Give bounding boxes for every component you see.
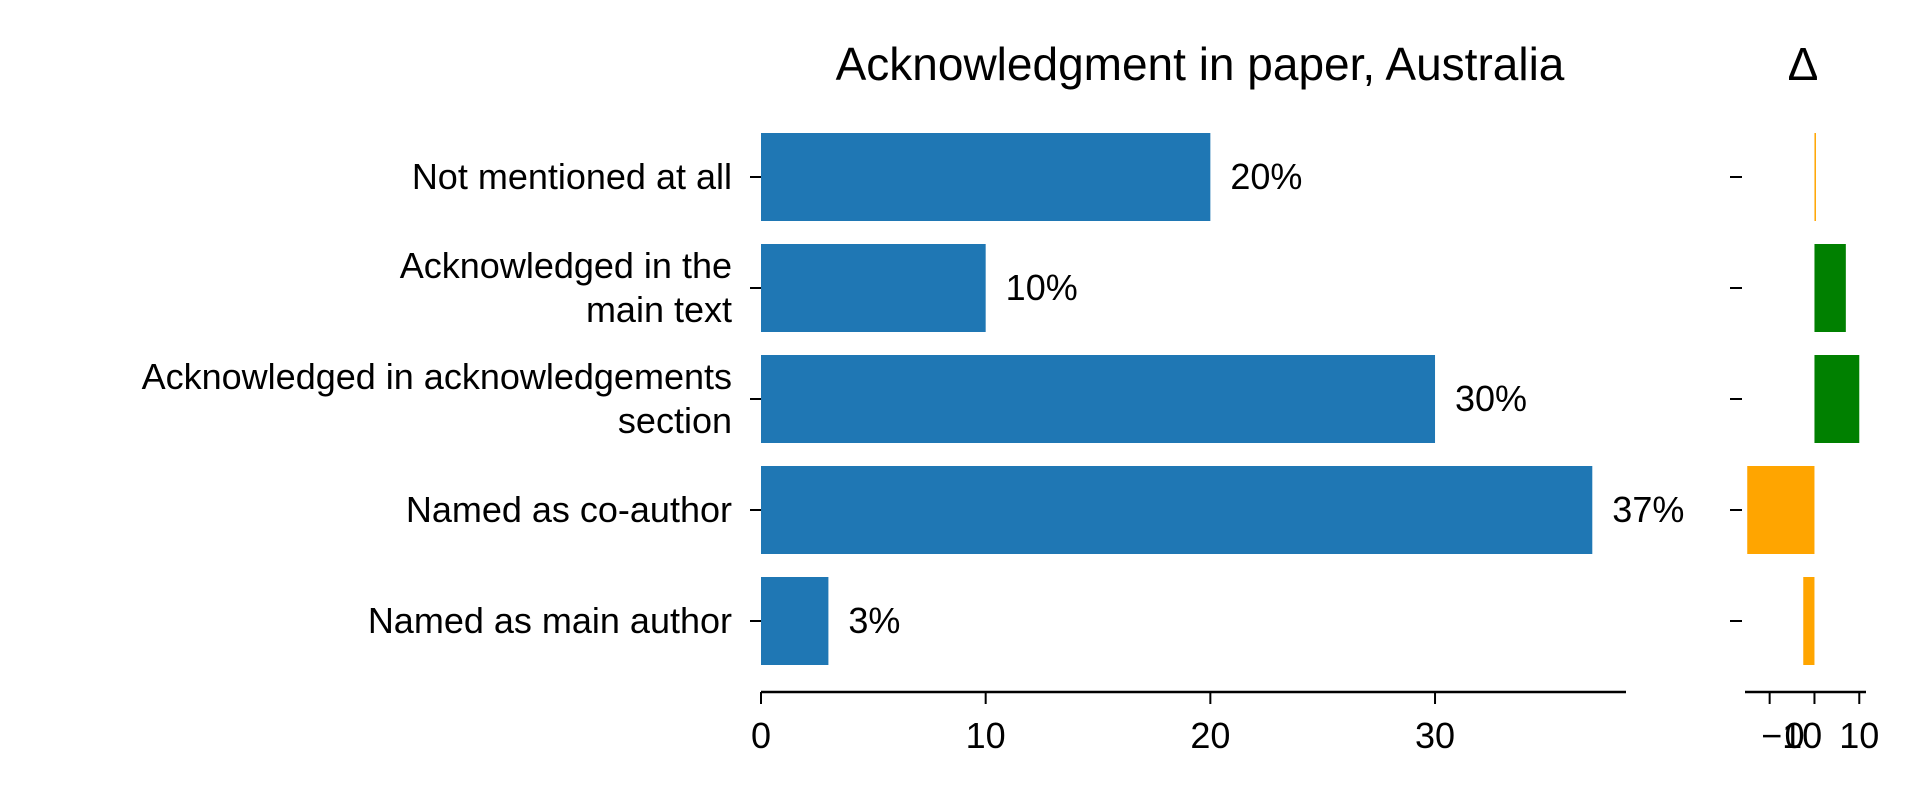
x-tick-label: 20 <box>1190 715 1230 756</box>
delta-bar <box>1814 244 1846 332</box>
category-label: Acknowledged in acknowledgements <box>142 356 732 397</box>
category-label: Named as main author <box>368 600 732 641</box>
x-tick-label: 10 <box>966 715 1006 756</box>
delta-bar <box>1803 577 1815 665</box>
bar <box>761 133 1211 221</box>
delta-bar <box>1814 133 1816 221</box>
data-label: 30% <box>1455 378 1527 419</box>
delta-x-tick-label: 0 <box>1784 715 1804 756</box>
bar <box>761 466 1593 554</box>
category-label: Not mentioned at all <box>412 156 732 197</box>
category-label: Named as co-author <box>406 489 732 530</box>
data-label: 3% <box>848 600 900 641</box>
delta-x-tick-label: −10 <box>1761 715 1822 756</box>
bar <box>761 577 829 665</box>
delta-panel-title: Δ <box>1788 38 1819 90</box>
bar <box>761 355 1436 443</box>
data-label: 37% <box>1612 489 1684 530</box>
category-label: Acknowledged in the <box>400 245 732 286</box>
bar <box>761 244 986 332</box>
delta-bar <box>1814 355 1860 443</box>
delta-x-tick-label: 10 <box>1839 715 1879 756</box>
x-tick-label: 30 <box>1415 715 1455 756</box>
category-label: section <box>618 400 732 441</box>
x-tick-label: 0 <box>751 715 771 756</box>
chart-title: Acknowledgment in paper, Australia <box>836 38 1565 90</box>
data-label: 20% <box>1230 156 1302 197</box>
delta-bar <box>1747 466 1815 554</box>
data-label: 10% <box>1006 267 1078 308</box>
category-label: main text <box>586 289 732 330</box>
